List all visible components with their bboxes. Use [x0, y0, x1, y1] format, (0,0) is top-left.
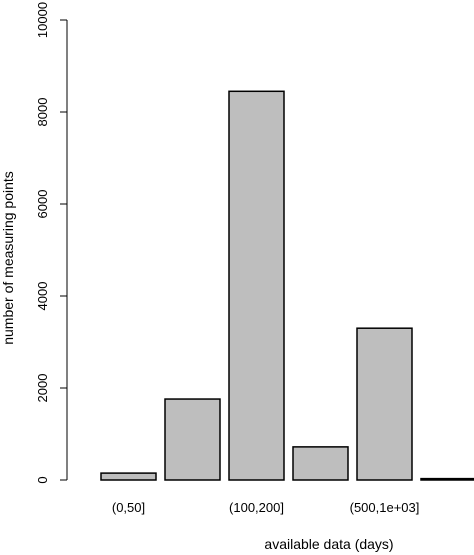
- x-tick-label: (100,200]: [229, 500, 284, 515]
- bar: [100, 472, 157, 481]
- bar: [292, 446, 349, 481]
- bar: [420, 477, 474, 481]
- x-tick-label: (500,1e+03]: [350, 500, 420, 515]
- x-tick-label: (0,50]: [112, 500, 145, 515]
- bar: [164, 398, 221, 481]
- bars: [100, 90, 474, 481]
- x-tick-labels: (0,50] (100,200] (500,1e+03]: [112, 500, 420, 515]
- bar: [356, 327, 413, 481]
- y-tick-label: 0: [35, 476, 50, 483]
- x-axis-label: available data (days): [264, 536, 393, 552]
- y-tick-label: 6000: [35, 190, 50, 219]
- y-tick-label: 4000: [35, 282, 50, 311]
- y-axis-label: number of measuring points: [0, 171, 16, 345]
- y-tick-label: 8000: [35, 98, 50, 127]
- y-tick-label: 10000: [35, 2, 50, 38]
- y-axis: 0 2000 4000 6000 8000 10000: [35, 2, 68, 484]
- bar: [228, 90, 285, 481]
- y-tick-label: 2000: [35, 374, 50, 403]
